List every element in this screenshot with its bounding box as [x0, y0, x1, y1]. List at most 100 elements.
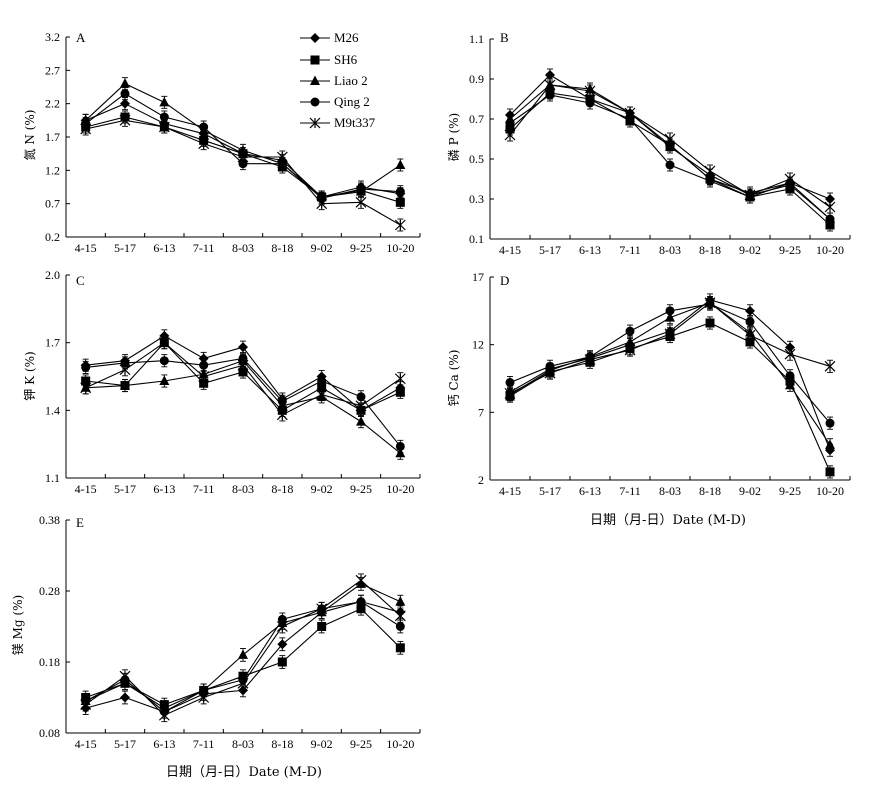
panel-c-series-m9t337-point: [158, 337, 170, 349]
panel-e-x-tick-label: 9-02: [311, 737, 333, 751]
panel-a-x-tick-label: 4-15: [75, 241, 97, 255]
panel-e-series-qing-2-point: [199, 685, 209, 695]
panel-b-series-m9t337-point: [784, 173, 796, 185]
panel-a-series-m9t337-point: [394, 219, 406, 231]
panel-b-series-m26-point: [825, 194, 835, 204]
panel-c-series-sh6-point: [395, 387, 405, 397]
panel-e-series-sh6-point: [277, 657, 287, 667]
panel-e-series-liao-2-point: [238, 649, 248, 659]
panel-d-series-m9t337-point: [584, 354, 596, 365]
panel-e-x-tick-label: 7-11: [193, 737, 215, 751]
panel-e-series-m9t337-point: [276, 621, 288, 632]
panel-d-series-m9t337-point: [624, 344, 636, 356]
panel-d-series-sh6-point: [745, 337, 755, 347]
panel-b-series-m9t337-point: [544, 79, 556, 91]
panel-a-y-tick-label: 2.2: [45, 97, 60, 111]
panel-c-x-tick-label: 8-03: [232, 482, 254, 496]
panel-d-series-liao-2-point: [785, 379, 795, 390]
panel-c-series-qing-2-point: [81, 362, 91, 372]
panel-e-x-tick-label: 10-20: [386, 737, 414, 751]
panel-d-x-tick-label: 4-15: [499, 484, 521, 498]
panel-d-series-sh6-point: [705, 318, 715, 328]
panel-a-x-tick-label: 10-20: [386, 241, 414, 255]
panel-c-series-qing-2-point: [199, 360, 209, 370]
panel-b-series-qing-2-point: [505, 118, 515, 128]
panel-a-y-tick-label: 0.7: [45, 197, 60, 211]
panel-e-x-tick-label: 8-18: [271, 737, 293, 751]
panel-b-y-axis-label: 磷 P (%): [446, 113, 461, 161]
panel-a-series-m9t337-point: [198, 138, 210, 150]
panel-d-series-qing-2-point: [545, 361, 555, 371]
panel-c-series-sh6-point: [199, 378, 209, 388]
panel-d-y-tick-label: 7: [478, 405, 484, 419]
panel-e-series-m26-point: [120, 692, 130, 703]
panel-e-series-m9t337-point: [237, 677, 249, 689]
panel-e-series-m9t337-point: [316, 603, 328, 615]
panel-c-series-m9t337-point: [237, 359, 249, 371]
panel-d-series-m9t337-point: [744, 329, 756, 341]
panel-b-x-tick-label: 5-17: [539, 243, 561, 257]
panel-e-y-tick-label: 0.18: [39, 655, 60, 669]
panel-d-series-qing-2-point: [745, 317, 755, 327]
panel-c-series-qing-2-point: [120, 358, 130, 368]
panel-a-series-m9t337-point: [80, 123, 92, 135]
panel-e-x-tick-label: 9-25: [350, 737, 372, 751]
panel-e-series-qing-2-point: [277, 614, 287, 624]
panel-e-series-m9t337-point: [394, 610, 406, 622]
panel-b-y-tick-label: 0.1: [469, 232, 484, 246]
panel-b-series-qing-2-point: [825, 214, 835, 224]
panel-c-series-qing-2-point: [317, 376, 327, 386]
panel-c-series-sh6-point: [317, 383, 327, 393]
panel-d-x-tick-label: 8-18: [699, 484, 721, 498]
panel-c-y-tick-label: 2.0: [45, 268, 60, 282]
panel-e-x-tick-label: 6-13: [153, 737, 175, 751]
panel-d-series-m9t337-point: [704, 297, 716, 309]
panel-d-x-tick-label: 5-17: [539, 484, 561, 498]
panel-e-y-tick-label: 0.38: [39, 513, 60, 527]
panel-e-y-tick-label: 0.08: [39, 726, 60, 740]
panel-a-y-axis-label: 氮 N (%): [22, 110, 37, 161]
panel-e-x-tick-label: 8-03: [232, 737, 254, 751]
panel-c-x-tick-label: 7-11: [193, 482, 215, 496]
panel-c-x-tick-label: 9-02: [311, 482, 333, 496]
panel-d-y-axis-label: 钙 Ca (%): [447, 350, 461, 407]
legend-label-qing-2: Qing 2: [334, 94, 370, 109]
panel-d-series-qing-2-point: [785, 371, 795, 381]
panel-b-x-tick-label: 8-03: [659, 243, 681, 257]
panel-e-series-m9t337-point: [119, 670, 131, 682]
panel-b-y-tick-label: 0.3: [469, 192, 484, 206]
panel-a-series-qing-2-point: [277, 159, 287, 169]
panel-e-series-m9t337-point: [355, 574, 367, 586]
panel-d: D 钙 Ca (%) 日期（月-日）Date (M-D) 2 7 12 17 4-15 5…: [447, 270, 851, 528]
panel-a-series-qing-2-point: [120, 89, 130, 99]
panel-c-series-m9t337-point: [355, 400, 367, 412]
panel-c-x-tick-label: 6-13: [153, 482, 175, 496]
panel-e-series-sh6-point: [395, 643, 405, 653]
panel-b-series-qing-2-point: [585, 98, 595, 108]
panel-a-x-tick-label: 6-13: [153, 241, 175, 255]
panel-a: A 氮 N (%) 0.2 0.7 1.2 1.7 2.2 2.7 3.2 4-15 5-17 6…: [22, 30, 421, 255]
panel-c-series-m9t337-point: [394, 373, 406, 385]
panel-e-series-m9t337-point: [80, 699, 92, 711]
panel-a-series-m26-point: [120, 98, 130, 109]
panel-d-y-tick-label: 17: [472, 270, 484, 284]
panel-d-series-sh6-line: [509, 322, 831, 473]
panel-a-series-m9t337-point: [316, 198, 328, 210]
panel-d-y-tick-label: 2: [478, 473, 484, 487]
panel-c-series-liao-2-point: [159, 375, 170, 386]
panel-d-x-tick-label: 9-02: [739, 484, 761, 498]
panel-e-series-sh6-point: [317, 622, 327, 631]
panel-e-y-axis-label: 镁 Mg (%): [11, 595, 25, 655]
panel-c-x-tick-label: 10-20: [386, 482, 414, 496]
panel-c-series-m26-point: [238, 342, 248, 353]
panel-b-x-tick-label: 8-18: [699, 243, 721, 257]
panel-d-y-tick-label: 12: [472, 338, 484, 352]
legend-label-m9t337: M9t337: [334, 115, 376, 130]
panel-b-y-tick-label: 1.1: [469, 32, 484, 46]
panel-b-series-m9t337-point: [824, 201, 836, 213]
panel-d-series-m9t337-point: [504, 387, 516, 399]
panel-d-series-m26-point: [785, 342, 795, 353]
panel-a-series-sh6-point: [395, 197, 405, 207]
panel-d-series-qing-2-point: [625, 326, 635, 336]
panel-d-series-sh6-point: [825, 467, 835, 477]
